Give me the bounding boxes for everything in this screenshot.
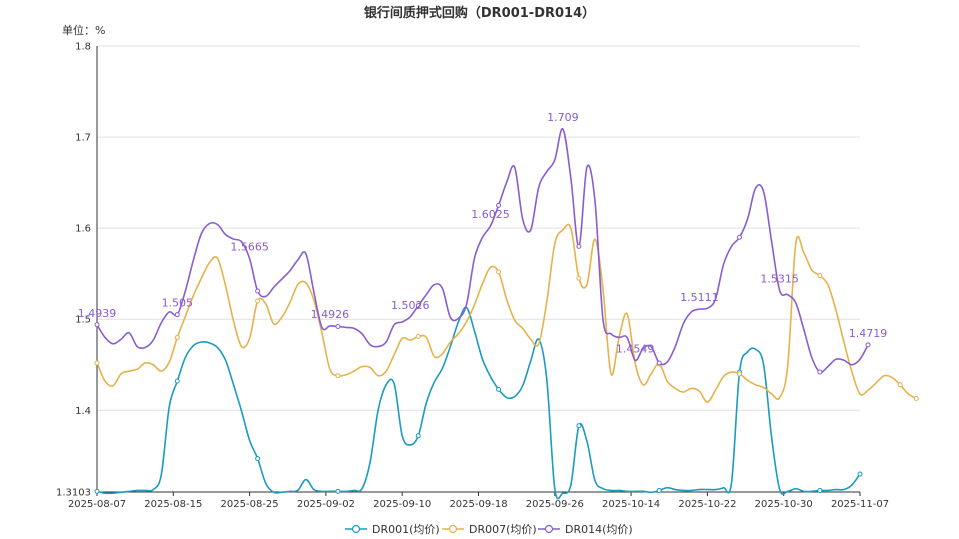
data-point[interactable] [817, 487, 823, 493]
legend-swatch-marker [448, 524, 458, 534]
y-tick-label: 1.3103 [56, 488, 91, 499]
data-point[interactable] [335, 488, 341, 494]
y-tick-label: 1.5 [75, 315, 91, 326]
legend-swatch-marker [351, 524, 361, 534]
legend-label: DR001(均价) [372, 523, 440, 536]
data-point[interactable] [817, 273, 823, 279]
data-point[interactable] [255, 298, 261, 304]
data-point[interactable] [913, 395, 919, 401]
data-label: 1.5111 [680, 291, 719, 304]
data-point[interactable] [174, 378, 180, 384]
data-label: 1.5665 [230, 241, 269, 254]
data-point[interactable] [94, 360, 100, 366]
data-point[interactable] [865, 342, 871, 348]
data-point[interactable] [737, 371, 743, 377]
data-point[interactable] [415, 433, 421, 439]
x-tick-label: 2025-10-22 [678, 499, 736, 510]
data-label: 1.4549 [616, 342, 655, 355]
data-point[interactable] [576, 243, 582, 249]
data-label: 1.4926 [311, 308, 350, 321]
axes: 1.3103 1.4 1.5 1.6 1.7 1.8 2025-08-07 2025-08-1… [56, 42, 889, 511]
x-tick-label: 2025-09-18 [449, 499, 507, 510]
data-label: 1.5026 [391, 299, 430, 312]
data-point[interactable] [656, 487, 662, 493]
legend-label: DR007(均价) [469, 523, 537, 536]
data-label: 1.505 [162, 297, 194, 310]
data-point[interactable] [857, 471, 863, 477]
data-point[interactable] [656, 360, 662, 366]
x-tick-label: 2025-10-30 [755, 499, 813, 510]
data-point[interactable] [255, 288, 261, 294]
legend-item-2[interactable]: DR014(均价) [538, 523, 633, 536]
legend-item-1[interactable]: DR007(均价) [442, 523, 537, 536]
data-point[interactable] [496, 202, 502, 208]
data-point[interactable] [576, 275, 582, 281]
x-tick-label: 2025-08-25 [221, 499, 279, 510]
legend-swatch-marker [544, 524, 554, 534]
data-point[interactable] [897, 382, 903, 388]
x-tick-label: 2025-09-10 [373, 499, 431, 510]
series-line-1 [96, 223, 917, 403]
data-point[interactable] [415, 303, 421, 309]
y-tick-label: 1.6 [75, 224, 91, 235]
data-label: 1.709 [547, 111, 579, 124]
x-tick-label: 2025-09-26 [526, 499, 584, 510]
data-point[interactable] [415, 334, 421, 340]
chart-title: 银行间质押式回购（DR001-DR014） [363, 6, 596, 21]
y-tick-label: 1.7 [75, 133, 91, 144]
x-tick-label: 2025-11-07 [831, 499, 889, 510]
series-line-0 [96, 306, 861, 500]
data-point[interactable] [817, 369, 823, 375]
data-point[interactable] [737, 234, 743, 240]
data-point[interactable] [335, 324, 341, 330]
x-tick-label: 2025-09-02 [297, 499, 355, 510]
data-label: 1.4719 [849, 327, 888, 340]
legend[interactable]: DR001(均价) DR007(均价) DR014(均价) [345, 523, 633, 536]
data-label: 1.5315 [760, 273, 799, 286]
data-label: 1.4939 [78, 307, 117, 320]
data-point[interactable] [94, 488, 100, 494]
grid [97, 45, 860, 411]
legend-label: DR014(均价) [565, 523, 633, 536]
x-tick-label: 2025-10-14 [602, 499, 660, 510]
data-point[interactable] [576, 423, 582, 429]
data-point[interactable] [174, 312, 180, 318]
data-point[interactable] [335, 373, 341, 379]
data-point[interactable] [496, 386, 502, 392]
y-tick-label: 1.8 [75, 42, 91, 53]
data-point[interactable] [94, 322, 100, 328]
data-point[interactable] [174, 334, 180, 340]
x-tick-label: 2025-08-07 [68, 499, 126, 510]
legend-item-0[interactable]: DR001(均价) [345, 523, 440, 536]
data-point[interactable] [496, 269, 502, 275]
y-tick-label: 1.4 [75, 406, 91, 417]
data-point[interactable] [255, 456, 261, 462]
series-lines [94, 128, 919, 500]
data-labels: 1.4939 1.505 1.5665 1.4926 1.5026 1.6025 1.709… [78, 111, 888, 355]
data-label: 1.6025 [471, 208, 510, 221]
unit-label: 单位：% [62, 24, 106, 37]
x-tick-label: 2025-08-15 [144, 499, 202, 510]
series-line-2 [96, 128, 869, 374]
